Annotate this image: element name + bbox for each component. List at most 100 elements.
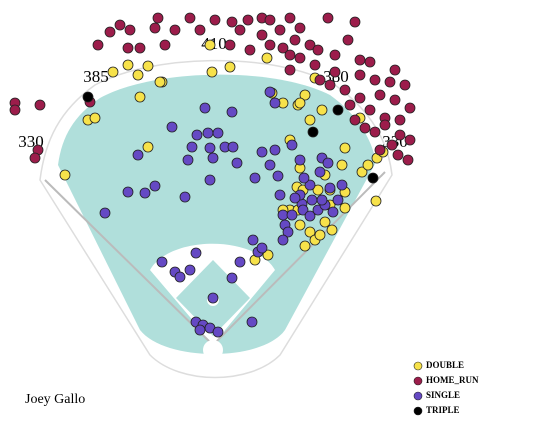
hit-point bbox=[34, 99, 46, 111]
hit-point bbox=[299, 89, 311, 101]
legend-label: TRIPLE bbox=[426, 405, 460, 415]
legend-label: HOME_RUN bbox=[426, 375, 479, 385]
hit-point bbox=[206, 66, 218, 78]
hit-point bbox=[107, 66, 119, 78]
hit-point bbox=[242, 14, 254, 26]
hit-point bbox=[284, 12, 296, 24]
hit-point bbox=[272, 170, 284, 182]
hit-point bbox=[286, 139, 298, 151]
hit-point bbox=[82, 91, 94, 103]
hit-point bbox=[274, 24, 286, 36]
hit-point bbox=[184, 264, 196, 276]
hit-point bbox=[212, 127, 224, 139]
hit-point bbox=[389, 64, 401, 76]
legend-marker bbox=[413, 361, 423, 371]
hit-point bbox=[204, 142, 216, 154]
hit-point bbox=[154, 76, 166, 88]
hit-point bbox=[226, 106, 238, 118]
hit-point bbox=[364, 56, 376, 68]
hit-point bbox=[269, 97, 281, 109]
hit-point bbox=[349, 16, 361, 28]
hit-point bbox=[399, 79, 411, 91]
hit-point bbox=[231, 157, 243, 169]
hit-point bbox=[277, 209, 289, 221]
hit-point bbox=[324, 182, 336, 194]
hit-point bbox=[277, 234, 289, 246]
hit-point bbox=[264, 14, 276, 26]
hit-point bbox=[294, 52, 306, 64]
legend-marker bbox=[413, 391, 423, 401]
hit-point bbox=[104, 26, 116, 38]
hit-point bbox=[256, 29, 268, 41]
hit-point bbox=[234, 256, 246, 268]
hit-point bbox=[269, 144, 281, 156]
hit-point bbox=[312, 44, 324, 56]
hit-point bbox=[264, 86, 276, 98]
hit-point bbox=[304, 114, 316, 126]
hit-point bbox=[354, 92, 366, 104]
hit-point bbox=[289, 192, 301, 204]
hit-point bbox=[226, 16, 238, 28]
hit-point bbox=[314, 229, 326, 241]
hit-point bbox=[122, 186, 134, 198]
hit-point bbox=[304, 179, 316, 191]
hit-point bbox=[142, 141, 154, 153]
hit-point bbox=[304, 210, 316, 222]
hit-point bbox=[256, 146, 268, 158]
hit-point bbox=[307, 126, 319, 138]
hit-point bbox=[249, 172, 261, 184]
hit-point bbox=[297, 204, 309, 216]
hit-point bbox=[256, 242, 268, 254]
hit-point bbox=[159, 39, 171, 51]
hit-point bbox=[207, 292, 219, 304]
hit-point bbox=[339, 142, 351, 154]
hit-point bbox=[202, 127, 214, 139]
hit-point bbox=[354, 54, 366, 66]
fence-distance: 385 bbox=[83, 67, 109, 86]
hit-point bbox=[166, 121, 178, 133]
hit-point bbox=[124, 24, 136, 36]
hit-point bbox=[336, 179, 348, 191]
hit-point bbox=[134, 91, 146, 103]
hit-point bbox=[369, 74, 381, 86]
hit-point bbox=[194, 324, 206, 336]
hit-point bbox=[316, 104, 328, 116]
hit-point bbox=[227, 141, 239, 153]
hit-point bbox=[234, 24, 246, 36]
hit-point bbox=[274, 189, 286, 201]
hit-point bbox=[386, 139, 398, 151]
hit-point bbox=[356, 166, 368, 178]
hit-point bbox=[362, 159, 374, 171]
hit-point bbox=[379, 119, 391, 131]
hit-point bbox=[359, 122, 371, 134]
hit-point bbox=[89, 112, 101, 124]
hit-point bbox=[174, 271, 186, 283]
hit-point bbox=[384, 76, 396, 88]
hit-point bbox=[394, 114, 406, 126]
foul-line bbox=[212, 171, 386, 346]
hit-point bbox=[156, 256, 168, 268]
hit-point bbox=[354, 69, 366, 81]
hit-point bbox=[149, 22, 161, 34]
hit-point bbox=[344, 99, 356, 111]
hit-point bbox=[179, 191, 191, 203]
hit-point bbox=[327, 206, 339, 218]
hit-point bbox=[369, 126, 381, 138]
hit-point bbox=[99, 207, 111, 219]
hit-point bbox=[389, 94, 401, 106]
hit-point bbox=[286, 209, 298, 221]
hit-point bbox=[324, 79, 336, 91]
hit-point bbox=[332, 194, 344, 206]
hit-point bbox=[402, 154, 414, 166]
hit-point bbox=[294, 219, 306, 231]
hit-point bbox=[314, 74, 326, 86]
hit-point bbox=[204, 39, 216, 51]
hit-point bbox=[367, 172, 379, 184]
hit-point bbox=[59, 169, 71, 181]
hit-point bbox=[339, 202, 351, 214]
hit-point bbox=[186, 141, 198, 153]
hit-point bbox=[207, 152, 219, 164]
hit-point bbox=[314, 166, 326, 178]
